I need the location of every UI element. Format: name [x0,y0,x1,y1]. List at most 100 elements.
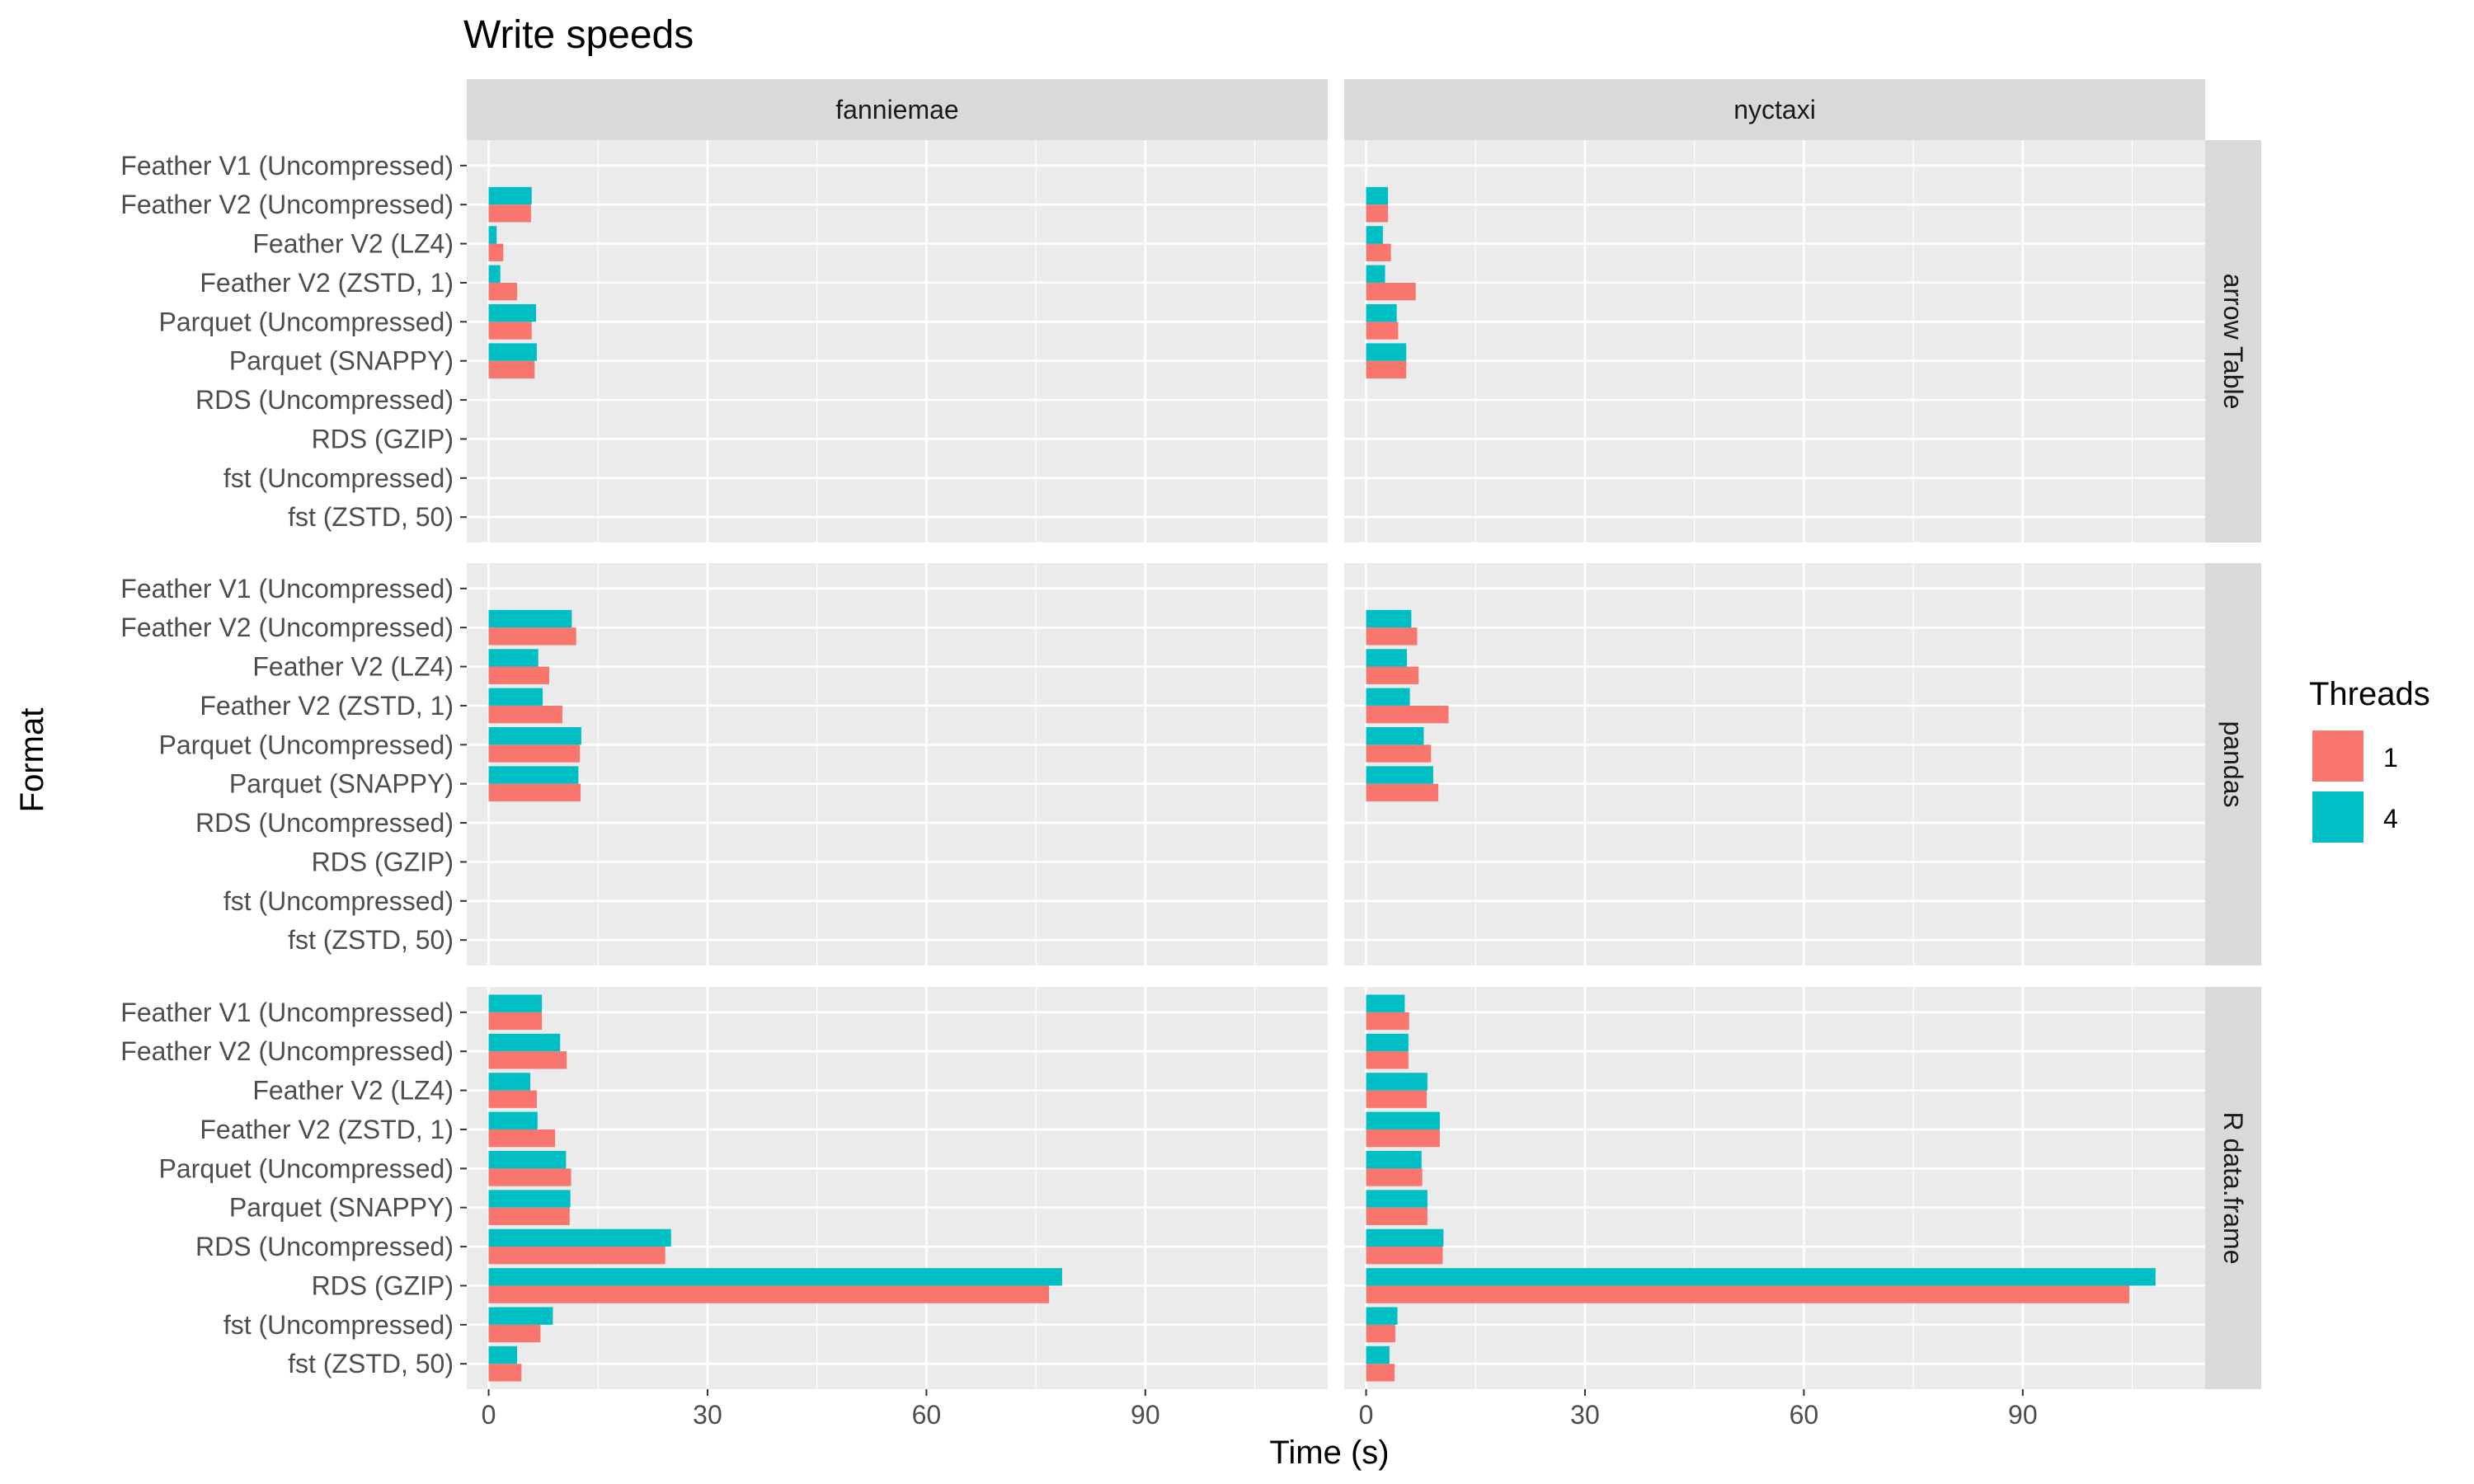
panel-arrow-table-nyctaxi [1344,140,2205,542]
y-tick-label: fst (ZSTD, 50) [288,925,454,955]
bar-pandas-fanniemae-threads-1-parquet-uncompressed [488,744,581,763]
bar-arrow-table-fanniemae-threads-4-feather-v2-zstd-1 [488,265,501,283]
bar-r-data-frame-fanniemae-threads-1-feather-v2-uncompressed [488,1051,567,1069]
bar-r-data-frame-fanniemae-threads-1-parquet-uncompressed [488,1168,571,1186]
legend-title: Threads [2309,676,2430,712]
bar-r-data-frame-nyctaxi-threads-1-feather-v1-uncompressed [1366,1012,1409,1031]
bar-pandas-nyctaxi-threads-4-feather-v2-lz4 [1366,649,1408,667]
y-tick-label: Feather V1 (Uncompressed) [120,151,454,181]
y-tick-label: Feather V2 (Uncompressed) [120,613,454,642]
bar-pandas-nyctaxi-threads-1-parquet-snappy [1366,783,1439,802]
bar-pandas-fanniemae-threads-4-feather-v2-lz4 [488,649,539,667]
bar-r-data-frame-nyctaxi-threads-4-feather-v2-lz4 [1366,1073,1427,1091]
y-tick-label: Feather V2 (Uncompressed) [120,1036,454,1066]
panel-pandas-fanniemae [467,563,1328,965]
legend: Threads 1 4 [2309,676,2430,844]
y-tick-label: Parquet (SNAPPY) [229,346,454,376]
y-tick-label: fst (Uncompressed) [223,463,454,493]
bar-r-data-frame-nyctaxi-threads-4-rds-gzip [1366,1268,2156,1286]
bar-r-data-frame-fanniemae-threads-4-parquet-snappy [488,1190,571,1208]
bar-r-data-frame-fanniemae-threads-1-fst-uncompressed [488,1324,541,1343]
bar-r-data-frame-fanniemae-threads-1-feather-v1-uncompressed [488,1012,543,1031]
bar-r-data-frame-fanniemae-threads-1-parquet-snappy [488,1207,570,1226]
y-tick-label: RDS (GZIP) [312,1270,454,1300]
bar-r-data-frame-nyctaxi-threads-1-rds-uncompressed [1366,1247,1443,1265]
bar-arrow-table-fanniemae-threads-1-feather-v2-zstd-1 [488,282,518,301]
y-tick-label: fst (Uncompressed) [223,886,454,916]
y-tick-label: fst (ZSTD, 50) [288,502,454,532]
y-tick-label: RDS (GZIP) [312,847,454,876]
bar-pandas-nyctaxi-threads-1-feather-v2-zstd-1 [1366,705,1449,724]
bar-pandas-fanniemae-threads-4-parquet-uncompressed [488,726,581,745]
bar-r-data-frame-fanniemae-threads-1-feather-v2-lz4 [488,1090,537,1108]
legend-label-1: 1 [2383,743,2398,773]
bar-pandas-fanniemae-threads-1-parquet-snappy [488,783,581,802]
y-tick-label: Feather V1 (Uncompressed) [120,574,454,603]
bar-arrow-table-nyctaxi-threads-1-feather-v2-uncompressed [1366,204,1389,223]
bar-r-data-frame-fanniemae-threads-4-feather-v2-uncompressed [488,1033,561,1052]
bar-arrow-table-fanniemae-threads-1-feather-v2-uncompressed [488,204,531,223]
bar-pandas-fanniemae-threads-4-feather-v2-zstd-1 [488,688,543,706]
y-tick-label: Feather V1 (Uncompressed) [120,998,454,1027]
bar-r-data-frame-nyctaxi-threads-1-parquet-snappy [1366,1207,1427,1226]
x-tick-label: 0 [482,1400,496,1430]
y-tick-label: fst (ZSTD, 50) [288,1349,454,1378]
y-tick-label: Feather V2 (ZSTD, 1) [200,691,454,721]
strip-label-nyctaxi: nyctaxi [1733,95,1816,124]
y-tick-label: RDS (Uncompressed) [195,385,454,415]
y-tick-label: RDS (Uncompressed) [195,808,454,838]
bar-pandas-nyctaxi-threads-1-parquet-uncompressed [1366,744,1432,763]
bar-arrow-table-nyctaxi-threads-4-parquet-uncompressed [1366,303,1397,322]
x-tick-label: 30 [1570,1400,1600,1430]
y-axis-title: Format [14,708,50,813]
bar-r-data-frame-nyctaxi-threads-1-fst-uncompressed [1366,1324,1395,1343]
bar-r-data-frame-nyctaxi-threads-4-fst-zstd-50 [1366,1345,1390,1364]
y-tick-label: fst (Uncompressed) [223,1310,454,1340]
y-tick-label: Feather V2 (Uncompressed) [120,190,454,219]
bar-pandas-nyctaxi-threads-1-feather-v2-lz4 [1366,666,1419,684]
bar-r-data-frame-nyctaxi-threads-4-feather-v2-uncompressed [1366,1033,1409,1052]
bar-arrow-table-nyctaxi-threads-1-feather-v2-lz4 [1366,243,1391,261]
bar-arrow-table-nyctaxi-threads-4-feather-v2-zstd-1 [1366,265,1385,283]
panel-arrow-table-fanniemae [467,140,1328,542]
bar-pandas-nyctaxi-threads-4-parquet-snappy [1366,766,1433,784]
bar-pandas-nyctaxi-threads-1-feather-v2-uncompressed [1366,627,1418,646]
bar-r-data-frame-fanniemae-threads-1-rds-gzip [488,1285,1050,1303]
bar-pandas-fanniemae-threads-1-feather-v2-zstd-1 [488,705,562,724]
x-tick-label: 30 [693,1400,722,1430]
bar-arrow-table-fanniemae-threads-4-parquet-uncompressed [488,303,537,322]
bar-r-data-frame-fanniemae-threads-4-rds-gzip [488,1268,1062,1286]
bar-r-data-frame-nyctaxi-threads-4-fst-uncompressed [1366,1307,1398,1325]
bar-arrow-table-nyctaxi-threads-4-feather-v2-uncompressed [1366,186,1389,205]
bar-arrow-table-nyctaxi-threads-4-parquet-snappy [1366,343,1407,361]
legend-key-4 [2311,790,2365,844]
y-tick-label: Parquet (Uncompressed) [159,307,454,336]
strip-label-r-data-frame: R data.frame [2218,1112,2248,1265]
bar-r-data-frame-nyctaxi-threads-1-feather-v2-zstd-1 [1366,1129,1440,1148]
bar-r-data-frame-nyctaxi-threads-4-rds-uncompressed [1366,1228,1444,1247]
bar-r-data-frame-fanniemae-threads-4-fst-uncompressed [488,1307,553,1325]
bar-pandas-fanniemae-threads-1-feather-v2-lz4 [488,666,549,684]
bar-pandas-fanniemae-threads-4-feather-v2-uncompressed [488,609,572,628]
x-tick-label: 60 [1790,1400,1819,1430]
y-tick-label: Feather V2 (LZ4) [252,1076,454,1106]
bar-r-data-frame-nyctaxi-threads-1-rds-gzip [1366,1285,2129,1303]
y-tick-label: RDS (GZIP) [312,424,454,453]
x-axis-title: Time (s) [1269,1435,1389,1471]
y-tick-label: Feather V2 (LZ4) [252,229,454,259]
x-tick-label: 90 [2008,1400,2038,1430]
bar-r-data-frame-nyctaxi-threads-4-parquet-uncompressed [1366,1150,1422,1169]
y-tick-label: Feather V2 (ZSTD, 1) [200,1115,454,1144]
y-tick-label: Feather V2 (LZ4) [252,652,454,682]
bar-pandas-nyctaxi-threads-4-feather-v2-zstd-1 [1366,688,1410,706]
bar-arrow-table-nyctaxi-threads-4-feather-v2-lz4 [1366,226,1383,244]
bar-pandas-fanniemae-threads-1-feather-v2-uncompressed [488,627,576,646]
bar-pandas-nyctaxi-threads-4-feather-v2-uncompressed [1366,609,1412,628]
x-tick-label: 90 [1131,1400,1160,1430]
panel-pandas-nyctaxi [1344,563,2205,965]
x-tick-label: 0 [1359,1400,1374,1430]
bar-r-data-frame-nyctaxi-threads-1-fst-zstd-50 [1366,1364,1395,1382]
y-tick-label: Parquet (Uncompressed) [159,730,454,759]
y-tick-label: Parquet (SNAPPY) [229,769,454,799]
bar-r-data-frame-nyctaxi-threads-4-feather-v2-zstd-1 [1366,1111,1440,1129]
